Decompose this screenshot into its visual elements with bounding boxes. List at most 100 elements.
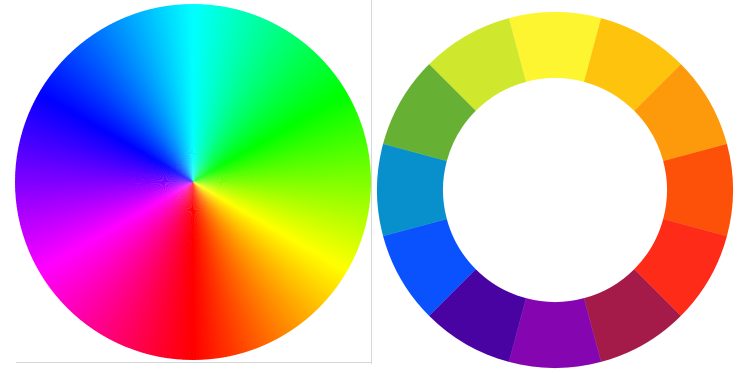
hue-wedge (94, 182, 193, 347)
hue-wedge (193, 182, 226, 360)
hue-wedge (193, 182, 355, 287)
hue-wedge (92, 18, 193, 182)
ring-segment-orange (634, 64, 727, 162)
hue-wedge (193, 22, 301, 183)
hue-wedge (41, 64, 194, 182)
hue-wedge (45, 59, 194, 182)
hue-wedge (134, 4, 193, 182)
ring-segment-red-orange (663, 143, 733, 237)
hue-wedge (193, 182, 328, 320)
ring-segment-blue (383, 218, 476, 316)
hue-wedge (23, 182, 194, 272)
hue-wedge (193, 142, 371, 182)
hue-wedge (193, 182, 217, 360)
hue-wedge (193, 52, 335, 182)
hue-wedge (51, 51, 193, 182)
hue-wedge (193, 70, 350, 182)
hue-wedge (88, 182, 193, 344)
hue-wedge (193, 36, 319, 183)
hue-wedge (193, 182, 223, 360)
hue-wedge (193, 182, 210, 360)
hue-wedge (193, 20, 298, 183)
hue-wedge (173, 4, 193, 182)
hue-wedge (63, 40, 193, 182)
hue-wedge (169, 4, 193, 182)
ring-segment-blue-green (377, 143, 447, 237)
hue-wedge (15, 182, 193, 189)
hue-wedge (39, 66, 193, 182)
hue-wedge (193, 182, 356, 284)
hue-wedge (31, 77, 194, 182)
hue-wedge (193, 182, 271, 358)
hue-wedge (48, 182, 194, 310)
hue-wedge (193, 107, 370, 182)
hue-wedge (67, 182, 193, 328)
hue-wedge (193, 182, 236, 360)
hue-wedge (193, 98, 366, 182)
hue-wedge (193, 182, 246, 360)
ring-segment-violet (508, 298, 602, 368)
hue-wedge (103, 12, 193, 183)
hue-wedge (193, 139, 371, 182)
hue-wedge (193, 178, 371, 183)
hue-wedge (193, 182, 297, 344)
hue-wedge (193, 182, 316, 331)
hue-wedge (193, 182, 347, 298)
hue-wedge (193, 43, 326, 182)
hue-wedge (179, 4, 193, 182)
hue-wedge (193, 162, 371, 182)
hue-wedge (193, 92, 363, 182)
hue-wedge (15, 182, 193, 206)
hue-wedge (193, 45, 329, 182)
hue-wedge (124, 4, 193, 182)
hue-wedge (29, 182, 193, 283)
hue-wedge (193, 182, 203, 360)
hue-wedge (72, 182, 193, 332)
hue-wedge (80, 182, 193, 338)
hue-wedge (193, 182, 353, 290)
hue-wedge (192, 182, 197, 360)
hue-wedge (15, 182, 193, 199)
hue-wedge (193, 182, 230, 360)
hue-wedge (49, 54, 193, 182)
hue-wedge (193, 104, 369, 182)
hue-wedge (193, 15, 289, 182)
hue-wedge (160, 4, 193, 182)
hue-wedge (193, 57, 340, 182)
hue-wedge (193, 54, 338, 183)
hue-wedge (73, 31, 193, 183)
hue-wedge (37, 69, 193, 182)
hue-wedge (193, 14, 286, 182)
hue-wedge (53, 182, 194, 314)
hue-wedge (193, 89, 362, 182)
hue-wedge (193, 182, 258, 360)
hue-wedge (193, 182, 252, 360)
hue-wedge (25, 89, 193, 182)
hue-wedge (131, 4, 193, 182)
ring-segment-yellow-green (429, 18, 527, 111)
hue-wedge (65, 182, 193, 326)
hue-wedge (60, 182, 193, 321)
hue-wedge (193, 132, 371, 182)
hue-wedge (15, 182, 193, 251)
hue-wedge (95, 16, 193, 183)
hue-wedge (193, 182, 305, 339)
vertical-divider (371, 0, 372, 364)
hue-wedge (193, 17, 292, 183)
hue-wedge (193, 182, 274, 356)
hue-wedge (15, 182, 193, 192)
hue-wedge (15, 182, 193, 235)
hue-wedge (28, 83, 194, 182)
hue-wedge (193, 182, 332, 315)
hue-wedge (193, 182, 220, 360)
hue-wedge (193, 182, 294, 346)
hue-wedge (40, 182, 193, 299)
hue-wedge (35, 72, 194, 182)
hue-wedge (193, 84, 359, 182)
hue-wedge (137, 4, 193, 182)
hue-wedge (183, 4, 193, 182)
hue-wedge (143, 4, 193, 182)
hue-wedge (193, 182, 207, 360)
hue-wedge (15, 182, 193, 202)
hue-wedge (193, 172, 371, 182)
